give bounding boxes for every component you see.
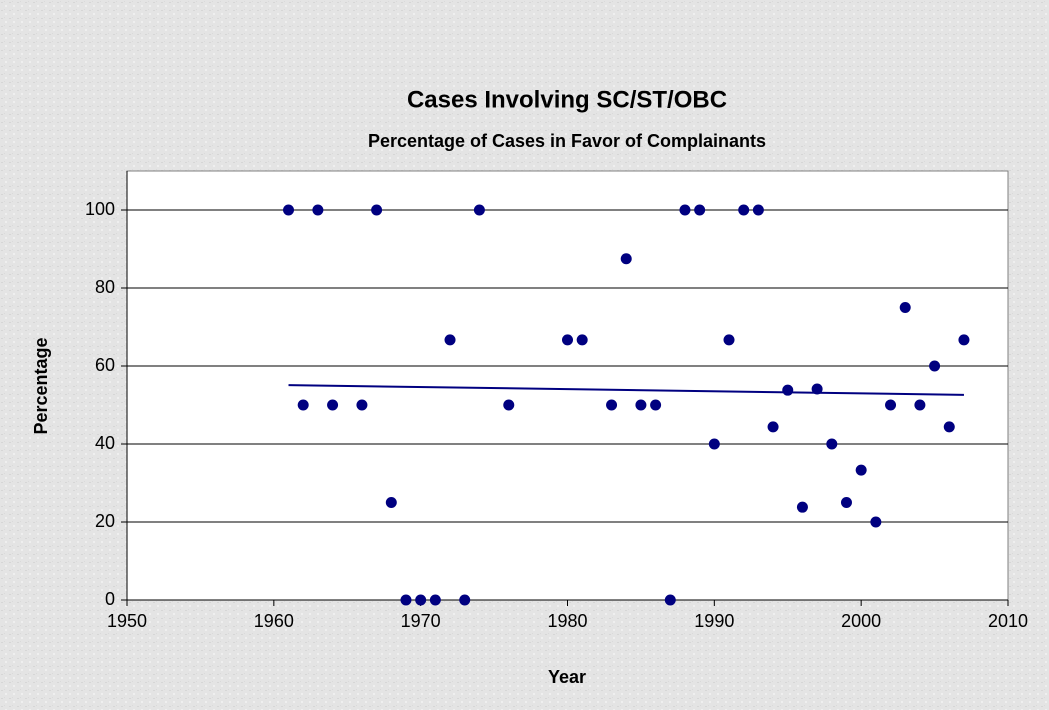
x-tick-label: 1970 (401, 611, 441, 631)
point (914, 399, 926, 411)
point (297, 399, 309, 411)
x-tick-label: 1990 (694, 611, 734, 631)
point (885, 399, 897, 411)
point (679, 204, 691, 216)
point (635, 399, 647, 411)
x-tick-label: 1960 (254, 611, 294, 631)
point (738, 204, 750, 216)
point (356, 399, 368, 411)
point (444, 334, 456, 346)
point (929, 360, 941, 372)
point (473, 204, 485, 216)
point (327, 399, 339, 411)
y-tick-label: 20 (95, 511, 115, 531)
x-tick-label: 1950 (107, 611, 147, 631)
point (650, 399, 662, 411)
point (870, 516, 882, 528)
point (385, 497, 397, 508)
x-tick-label: 2000 (841, 611, 881, 631)
point (606, 399, 618, 411)
y-tick-label: 40 (95, 433, 115, 453)
x-tick-label: 2010 (988, 611, 1028, 631)
y-tick-label: 60 (95, 355, 115, 375)
point (752, 204, 764, 216)
point (664, 594, 676, 606)
chart-title: Cases Involving SC/ST/OBC (407, 86, 727, 113)
x-tick-label: 1980 (547, 611, 587, 631)
point (943, 421, 955, 433)
y-tick-label: 80 (95, 277, 115, 297)
point (415, 594, 427, 606)
point (782, 384, 794, 396)
point (429, 594, 441, 606)
point (708, 438, 720, 450)
point (826, 438, 838, 450)
point (620, 253, 632, 265)
point (767, 421, 779, 433)
y-tick-label: 100 (85, 199, 115, 219)
x-axis-label: Year (548, 667, 586, 687)
point (562, 334, 573, 346)
point (371, 204, 383, 216)
point (723, 334, 735, 346)
point (576, 334, 588, 346)
point (694, 204, 706, 216)
point (811, 383, 823, 395)
y-axis-label: Percentage (31, 337, 51, 434)
trendline (288, 384, 964, 396)
point (503, 399, 515, 411)
chart-subtitle: Percentage of Cases in Favor of Complain… (368, 131, 766, 151)
point (312, 204, 324, 216)
point (855, 464, 867, 476)
point (283, 204, 295, 216)
plot-area (126, 170, 1009, 601)
point (400, 594, 412, 606)
point (796, 501, 808, 513)
point (840, 497, 852, 508)
y-tick-label: 0 (105, 589, 115, 609)
point (958, 334, 970, 346)
point (459, 594, 471, 606)
point (899, 302, 911, 313)
